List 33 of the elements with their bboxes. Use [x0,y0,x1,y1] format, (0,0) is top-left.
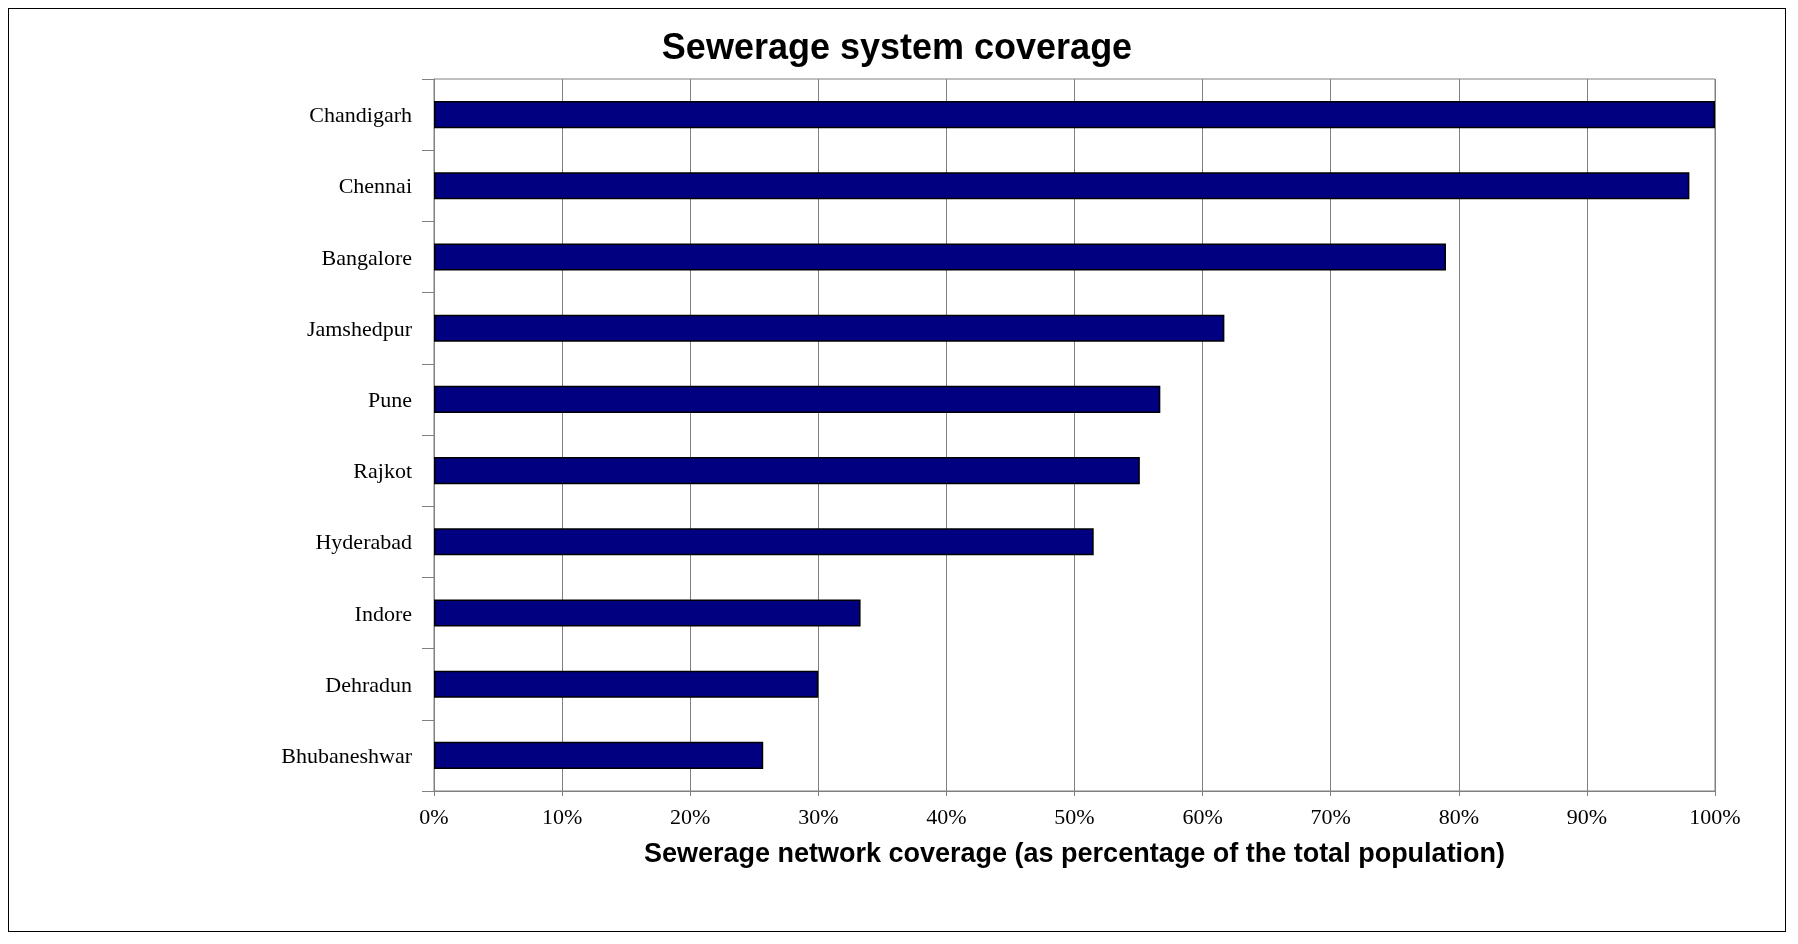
x-tick-label: 60% [1182,803,1223,829]
bar [434,741,764,769]
x-tick-label: 90% [1566,803,1608,829]
y-tick-label: Dehradun [325,671,412,697]
x-tick-label: 50% [1054,803,1095,829]
x-tick-label: 20% [670,803,711,829]
y-tick-label: Hyderabad [315,529,412,555]
y-tick-label: Indore [354,600,412,626]
bar [434,599,861,627]
y-tick-label: Jamshedpur [306,315,413,341]
bar [434,670,819,698]
bar [434,243,1446,271]
bar [434,314,1225,342]
x-tick-label: 0% [419,803,449,829]
bar [434,385,1161,413]
bar [434,101,1715,129]
x-tick-label: 40% [926,803,967,829]
x-tick-label: 30% [798,803,839,829]
x-tick-label: 100% [1689,803,1741,829]
x-tick-label: 10% [541,803,583,829]
y-tick-label: Bhubaneshwar [281,742,413,768]
x-axis-title: Sewerage network coverage (as percentage of the total population) [643,837,1506,868]
bar [434,172,1690,200]
y-tick-label: Rajkot [353,458,412,484]
chart-title: Sewerage system coverage [661,25,1133,67]
y-tick-label: Bangalore [321,244,412,270]
y-tick-label: Chandigarh [309,102,412,128]
y-tick-label: Chennai [338,173,412,199]
bar [434,457,1140,485]
x-tick-label: 70% [1310,803,1351,829]
x-tick-label: 80% [1438,803,1479,829]
y-tick-label: Pune [368,386,412,412]
bar [434,528,1094,556]
